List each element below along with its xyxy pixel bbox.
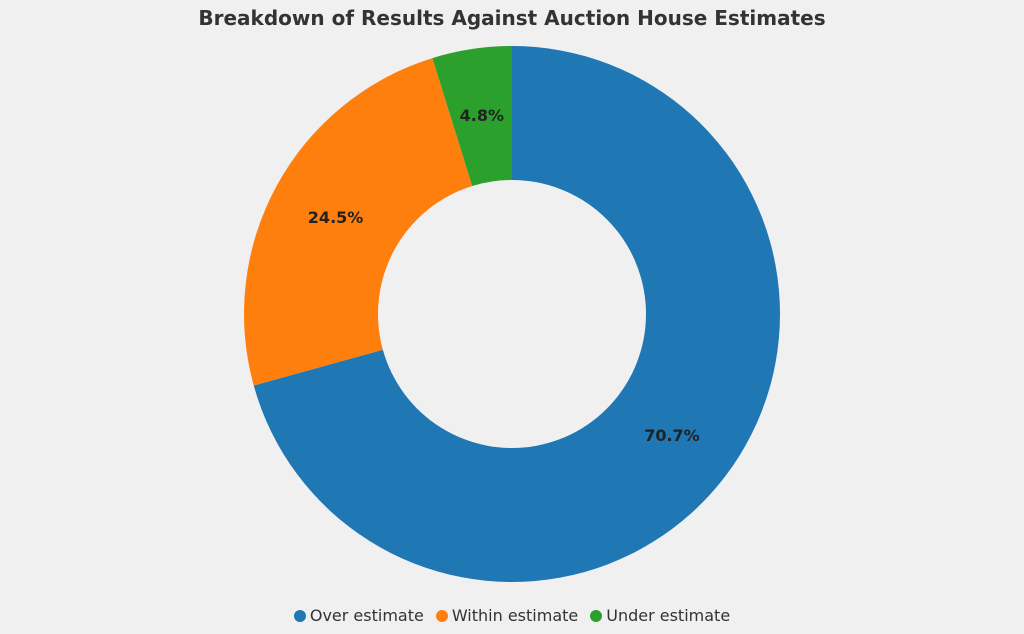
legend-label-under-estimate: Under estimate xyxy=(606,606,731,625)
legend-swatch-under-estimate xyxy=(590,609,603,622)
chart-title: Breakdown of Results Against Auction Hou… xyxy=(198,6,826,30)
legend-label-within-estimate: Within estimate xyxy=(451,606,579,625)
legend-swatch-within-estimate xyxy=(435,609,448,622)
legend-item-under-estimate[interactable]: Under estimate xyxy=(590,606,730,625)
slice-over-estimate[interactable] xyxy=(253,46,781,583)
legend-swatch-over-estimate xyxy=(293,609,306,622)
slice-label-over-estimate: 70.7% xyxy=(644,426,700,445)
legend-item-over-estimate[interactable]: Over estimate xyxy=(293,606,424,625)
slice-under-estimate[interactable] xyxy=(432,46,512,187)
slice-label-within-estimate: 24.5% xyxy=(308,208,364,227)
slice-label-under-estimate: 4.8% xyxy=(460,106,504,125)
legend-label-over-estimate: Over estimate xyxy=(309,606,424,625)
slice-within-estimate[interactable] xyxy=(244,58,473,386)
legend-item-within-estimate[interactable]: Within estimate xyxy=(435,606,579,625)
legend: Over estimate Within estimate Under esti… xyxy=(0,606,1024,625)
